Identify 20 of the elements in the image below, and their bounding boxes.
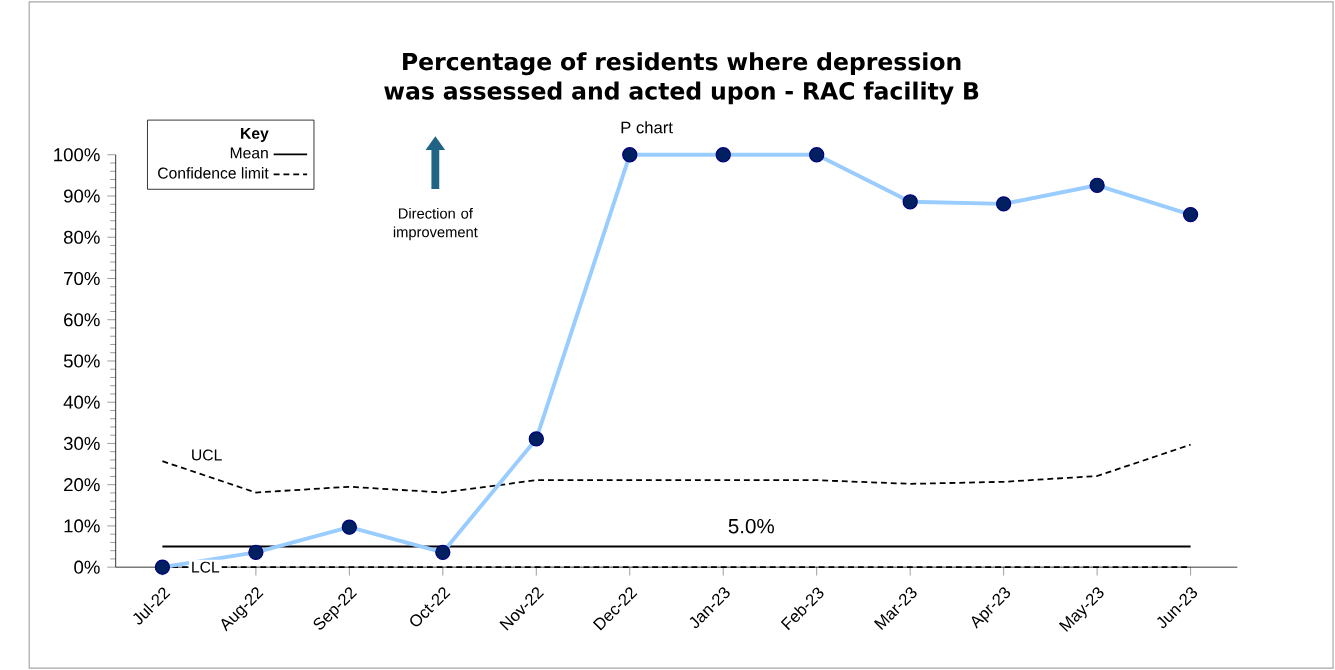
y-tick-label: 100% [54,148,100,162]
y-tick-label: 0% [74,560,100,574]
y-tick-label: 80% [63,230,100,244]
y-tick-label: 40% [63,395,100,409]
annotation: 5.0% [728,518,774,534]
legend-label: Mean [230,147,268,159]
annotation: UCL [192,449,222,461]
y-tick-label: 50% [63,354,100,368]
annotation: LCL [192,561,220,573]
y-tick-label: 20% [64,478,100,492]
chart-title: Percentage of residents where depression was assessed and acted upon - RAC facility B [384,52,979,105]
legend-title: Key [241,127,269,142]
y-tick-label: 30% [63,436,100,451]
y-tick-label: 90% [64,189,100,203]
annotation: P chart [621,121,673,134]
y-tick-label: 60% [64,313,100,327]
legend-label: Confidence limit [158,167,269,179]
annotation: Direction of improvement [393,207,478,241]
y-tick-label: 10% [64,519,100,533]
y-tick-label: 70% [64,271,100,286]
